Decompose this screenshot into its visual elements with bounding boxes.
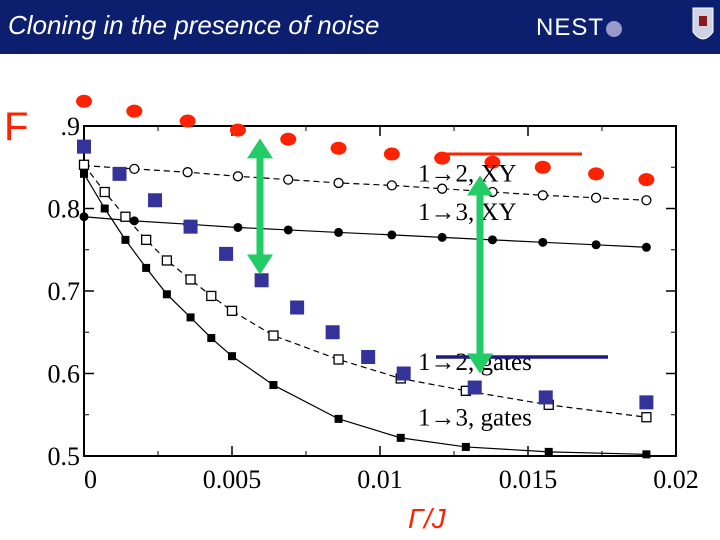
data-point-red-dot bbox=[179, 114, 196, 128]
data-point-red-dot bbox=[280, 132, 297, 146]
data-point-open-square bbox=[161, 255, 173, 266]
data-point-blue-square bbox=[396, 366, 411, 381]
data-point-open-square bbox=[206, 290, 217, 302]
series-line-3 bbox=[83, 173, 647, 455]
y-tick-label: 0.5 bbox=[48, 442, 81, 471]
nest-logo-text: NEST bbox=[536, 14, 605, 41]
data-point-blue-square bbox=[148, 193, 163, 208]
x-axis-label: Γ/J bbox=[408, 503, 447, 534]
data-point-red-dot bbox=[534, 160, 551, 174]
data-point-open-square bbox=[120, 211, 131, 222]
data-point-filled-square bbox=[334, 414, 343, 423]
series-annotation: 1→3, gates bbox=[418, 404, 532, 431]
x-tick-label: 0.02 bbox=[653, 465, 699, 494]
data-point-filled-square bbox=[121, 235, 130, 244]
data-point-filled-circle bbox=[233, 222, 243, 232]
data-point-red-dot bbox=[330, 141, 347, 155]
data-point-filled-circle bbox=[283, 225, 293, 235]
data-point-open-circle bbox=[333, 177, 344, 189]
data-point-open-square bbox=[185, 274, 196, 285]
data-point-blue-square bbox=[467, 380, 482, 395]
y-tick-label: 0.6 bbox=[48, 360, 81, 389]
green-arrow-right-head-top bbox=[467, 175, 493, 196]
data-point-open-circle bbox=[590, 192, 602, 203]
data-point-filled-circle bbox=[487, 235, 497, 245]
data-point-filled-circle bbox=[538, 237, 548, 247]
data-point-red-dot bbox=[588, 167, 605, 181]
data-point-blue-square bbox=[538, 390, 553, 405]
data-point-open-square bbox=[78, 159, 90, 170]
data-point-filled-square bbox=[162, 290, 171, 299]
data-point-red-dot bbox=[126, 104, 143, 118]
data-point-open-circle bbox=[129, 163, 140, 175]
data-point-filled-square bbox=[100, 204, 109, 213]
data-point-blue-square bbox=[361, 350, 376, 364]
data-point-open-square bbox=[226, 305, 238, 316]
nest-logo: NEST bbox=[536, 14, 623, 42]
data-point-blue-square bbox=[77, 139, 91, 154]
data-point-open-square bbox=[333, 354, 344, 365]
data-point-filled-circle bbox=[334, 227, 344, 237]
data-point-filled-square bbox=[207, 334, 216, 343]
y-tick-label: .9 bbox=[61, 112, 81, 141]
data-point-blue-square bbox=[219, 246, 234, 261]
data-point-filled-square bbox=[544, 447, 553, 456]
data-point-filled-circle bbox=[79, 212, 89, 222]
data-point-open-square bbox=[99, 186, 110, 198]
data-point-red-dot bbox=[229, 123, 246, 137]
slide-title: Cloning in the presence of noise bbox=[8, 10, 380, 40]
data-point-open-circle bbox=[232, 171, 244, 182]
data-point-blue-square bbox=[639, 395, 654, 410]
data-point-blue-square bbox=[254, 273, 269, 288]
data-point-open-circle bbox=[537, 190, 548, 201]
green-arrow-left-head-bottom bbox=[247, 254, 273, 275]
university-crest-icon bbox=[692, 7, 714, 40]
data-point-filled-circle bbox=[437, 232, 447, 242]
data-point-red-dot bbox=[383, 147, 400, 161]
plot-frame bbox=[83, 125, 677, 457]
data-point-blue-square bbox=[325, 325, 340, 340]
data-point-red-dot bbox=[484, 155, 501, 169]
data-point-filled-square bbox=[269, 381, 278, 390]
data-point-blue-square bbox=[112, 166, 127, 181]
series-line-1 bbox=[83, 216, 647, 248]
fidelity-chart: 0 0.005 0.01 0.015 0.02 0.5 0.6 0.7 0.8 .9 1→2, XY… bbox=[4, 94, 699, 534]
y-tick-label: 0.7 bbox=[48, 277, 81, 306]
data-point-filled-square bbox=[396, 433, 405, 442]
data-point-open-circle bbox=[386, 180, 397, 191]
green-arrow-right-head-bottom bbox=[467, 353, 493, 374]
data-point-filled-circle bbox=[641, 242, 651, 252]
title-bar: Cloning in the presence of noise NEST bbox=[0, 0, 720, 54]
x-tick-label: 0.01 bbox=[357, 465, 403, 494]
y-tick-label: 0.8 bbox=[48, 195, 81, 224]
data-point-filled-circle bbox=[129, 216, 139, 226]
data-point-blue-square bbox=[183, 219, 198, 234]
data-point-filled-square bbox=[142, 263, 151, 272]
data-point-red-dot bbox=[76, 94, 92, 108]
data-point-filled-square bbox=[642, 450, 651, 459]
data-point-open-square bbox=[141, 234, 152, 246]
data-point-filled-square bbox=[186, 313, 195, 322]
x-tick-label: 0 bbox=[84, 465, 97, 494]
data-point-open-circle bbox=[641, 195, 652, 206]
series-annotation: 1→2, XY bbox=[418, 160, 517, 187]
x-tick-label: 0.015 bbox=[499, 465, 558, 494]
data-point-red-dot bbox=[638, 173, 655, 187]
data-point-blue-square bbox=[290, 300, 305, 315]
x-tick-label: 0.005 bbox=[203, 465, 262, 494]
data-point-filled-square bbox=[228, 352, 236, 361]
data-point-filled-circle bbox=[387, 230, 397, 240]
green-arrow-left-head-top bbox=[247, 138, 273, 159]
data-point-open-square bbox=[268, 330, 279, 341]
data-point-open-circle bbox=[437, 183, 448, 194]
data-point-open-circle bbox=[283, 174, 294, 185]
data-point-filled-circle bbox=[591, 240, 601, 250]
series-line-0 bbox=[83, 165, 647, 201]
data-point-open-circle bbox=[182, 167, 193, 178]
data-point-open-square bbox=[641, 412, 652, 423]
y-axis-label: F bbox=[4, 105, 28, 149]
series-annotation: 1→3, XY bbox=[418, 199, 517, 226]
data-point-filled-square bbox=[80, 169, 88, 178]
data-point-filled-square bbox=[461, 442, 470, 451]
